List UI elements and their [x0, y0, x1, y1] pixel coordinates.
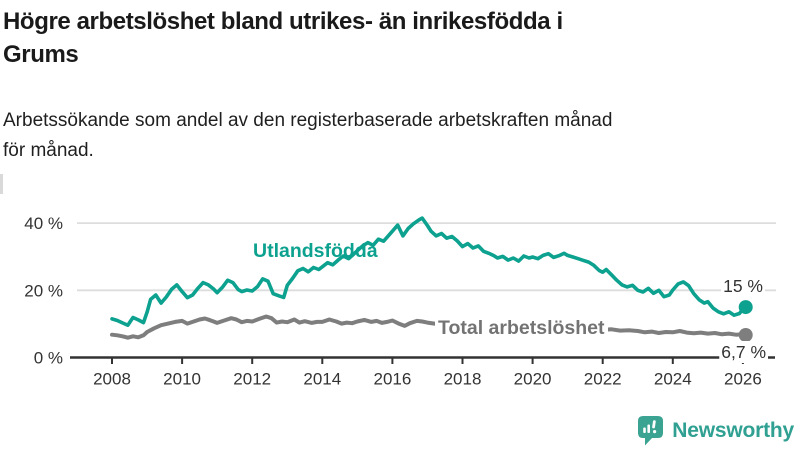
end-dot-utlandsfodda: [738, 300, 753, 315]
title-line-1: Högre arbetslöshet bland utrikes- än inr…: [3, 8, 563, 35]
x-tick-label-2014: 2014: [303, 370, 341, 389]
series-label-total: Total arbetslöshet: [438, 317, 605, 339]
x-tick-label-2008: 2008: [93, 370, 131, 389]
x-tick-label-2010: 2010: [163, 370, 201, 389]
x-tick-label-2016: 2016: [373, 370, 411, 389]
series-label-utlandsfodda: Utlandsfödda: [253, 240, 378, 262]
end-value-label-bg: [721, 275, 765, 297]
series-label-bg: [435, 316, 609, 340]
newsworthy-logo-icon: [638, 416, 664, 446]
x-tick-label-2022: 2022: [584, 370, 622, 389]
x-tick-label-2024: 2024: [654, 370, 692, 389]
y-tick-label-40: 40 %: [24, 214, 63, 233]
left-edge-artifact: [0, 174, 3, 194]
title-line-2: Grums: [3, 41, 79, 68]
subtitle-line-2: för månad.: [3, 140, 94, 161]
x-tick-label-2012: 2012: [233, 370, 271, 389]
chart-subtitle: Arbetssökande som andel av den registerb…: [3, 106, 793, 166]
subtitle-line-1: Arbetssökande som andel av den registerb…: [3, 110, 613, 131]
y-tick-label-0: 0 %: [34, 349, 63, 368]
end-value-label-total: 6,7 %: [721, 342, 766, 362]
y-tick-label-20: 20 %: [24, 281, 63, 300]
newsworthy-wordmark: Newsworthy: [672, 419, 794, 442]
end-value-label-bg: [719, 341, 768, 363]
x-tick-label-2026: 2026: [724, 370, 762, 389]
end-dot-total: [738, 327, 753, 342]
x-tick-label-2020: 2020: [514, 370, 552, 389]
x-tick-label-2018: 2018: [444, 370, 482, 389]
series-line-utlandsfodda: [110, 216, 748, 327]
end-value-label-utlandsfodda: 15 %: [723, 276, 763, 296]
newsworthy-brand: Newsworthy: [638, 416, 794, 446]
page-title: Högre arbetslöshet bland utrikes- än inr…: [3, 5, 793, 71]
series-line-total: [110, 314, 748, 340]
